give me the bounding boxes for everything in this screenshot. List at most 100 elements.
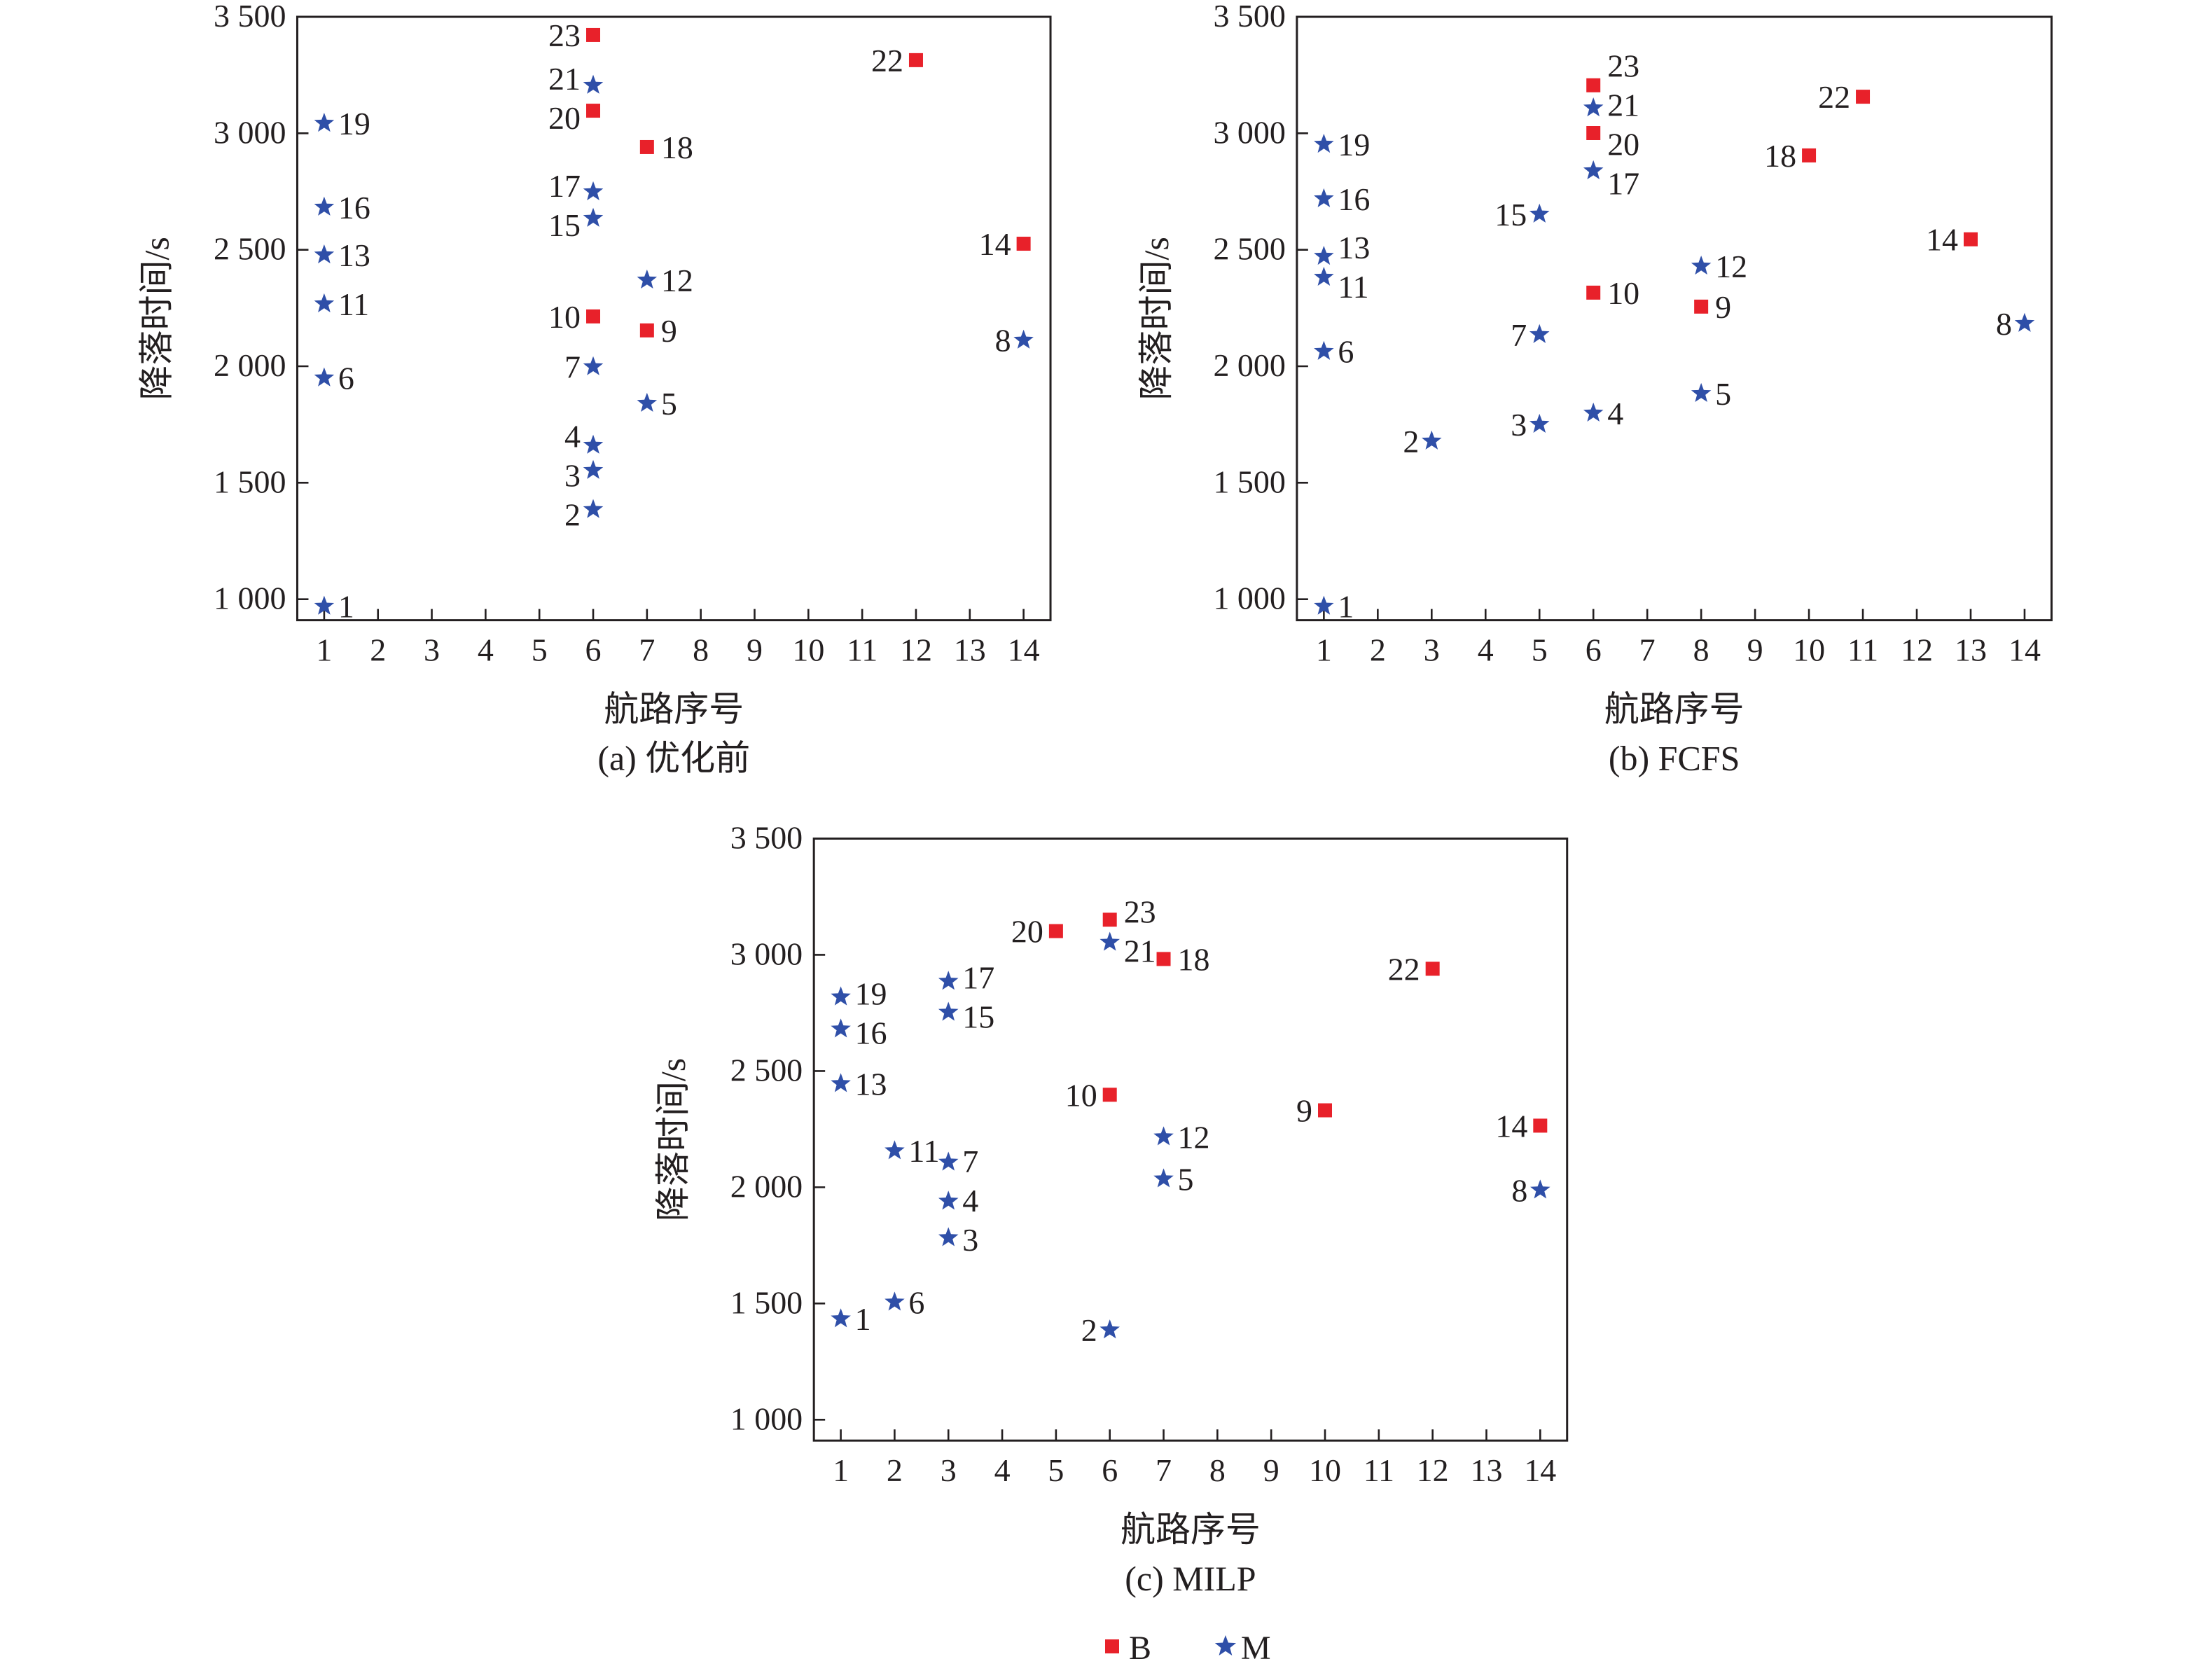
x-tick-label: 13 [1471, 1452, 1503, 1488]
y-tick-label: 1 500 [730, 1284, 803, 1320]
point-M-13 [831, 1073, 851, 1092]
point-M-1 [831, 1308, 851, 1328]
point-label: 14 [1926, 222, 1958, 258]
point-B-22 [1856, 90, 1871, 104]
point-M-5 [637, 392, 658, 412]
x-tick-label: 11 [1364, 1452, 1394, 1488]
y-tick-label: 3 000 [214, 114, 286, 150]
point-B-18 [1802, 148, 1817, 162]
legend-label-B: B [1129, 1630, 1151, 1667]
point-B-14 [1533, 1118, 1548, 1133]
point-B-23 [1586, 78, 1601, 92]
x-tick-label: 6 [1586, 632, 1602, 668]
y-tick-label: 2 500 [214, 231, 286, 267]
point-M-19 [831, 986, 851, 1006]
point-B-14 [1963, 232, 1978, 247]
x-tick-label: 11 [1847, 632, 1878, 668]
x-tick-label: 11 [847, 632, 877, 668]
point-M-8 [1013, 329, 1034, 349]
point-label: 18 [661, 130, 693, 165]
point-label: 3 [564, 457, 581, 493]
point-label: 22 [1388, 951, 1420, 987]
point-label: 4 [962, 1183, 978, 1219]
point-M-19 [1314, 133, 1334, 153]
point-M-19 [314, 113, 335, 132]
point-label: 8 [1996, 306, 2012, 342]
point-label: 17 [1607, 165, 1639, 201]
point-B-20 [586, 104, 601, 118]
y-tick-label: 3 000 [730, 936, 803, 971]
point-M-5 [1691, 382, 1712, 403]
x-tick-label: 8 [1693, 632, 1709, 668]
x-axis-label: 航路序号 [604, 690, 744, 729]
x-tick-label: 4 [1478, 632, 1494, 668]
x-tick-label: 9 [1263, 1452, 1279, 1488]
point-M-1 [1314, 595, 1334, 615]
y-tick-label: 1 500 [1213, 464, 1285, 499]
x-tick-label: 1 [833, 1452, 849, 1488]
point-label: 3 [962, 1222, 978, 1258]
x-tick-label: 3 [424, 632, 440, 668]
point-M-21 [1583, 97, 1604, 117]
chart-caption: (b) FCFS [1609, 739, 1740, 778]
point-label: 10 [1607, 275, 1639, 311]
point-M-21 [1099, 931, 1120, 951]
y-tick-label: 2 500 [1213, 231, 1285, 267]
point-label: 11 [338, 286, 369, 322]
legend-marker-B [1104, 1639, 1119, 1654]
point-label: 21 [1607, 87, 1639, 123]
point-label: 1 [855, 1301, 871, 1337]
point-label: 18 [1764, 138, 1796, 174]
point-label: 19 [338, 106, 370, 141]
point-M-3 [1529, 413, 1550, 433]
x-tick-label: 10 [792, 632, 824, 668]
x-tick-label: 12 [900, 632, 932, 668]
point-label: 20 [1011, 914, 1043, 950]
point-M-2 [583, 499, 604, 518]
point-label: 23 [1607, 48, 1639, 83]
point-label: 6 [908, 1284, 924, 1320]
point-M-12 [637, 269, 658, 289]
point-label: 4 [564, 418, 581, 454]
point-M-16 [314, 196, 335, 216]
point-M-5 [1153, 1168, 1174, 1188]
point-B-23 [1102, 912, 1117, 927]
point-M-13 [1314, 245, 1334, 265]
point-M-15 [1529, 203, 1550, 223]
point-M-16 [831, 1018, 851, 1038]
point-label: 12 [1178, 1119, 1210, 1155]
y-tick-label: 2 000 [214, 347, 286, 383]
x-tick-label: 14 [1008, 632, 1040, 668]
point-label: 7 [962, 1144, 978, 1179]
x-tick-label: 4 [478, 632, 494, 668]
point-B-18 [1156, 952, 1171, 966]
point-B-20 [1586, 126, 1601, 140]
point-label: 13 [855, 1066, 887, 1102]
point-label: 23 [1124, 894, 1156, 929]
y-axis-label: 降落时间/s [137, 237, 176, 400]
point-label: 16 [338, 190, 370, 225]
plot-frame [296, 15, 1052, 622]
point-label: 15 [1494, 197, 1527, 232]
point-M-17 [583, 181, 604, 200]
x-tick-label: 13 [1955, 632, 1987, 668]
point-M-3 [583, 459, 604, 479]
point-B-14 [1016, 237, 1031, 251]
x-tick-label: 2 [370, 632, 386, 668]
x-tick-label: 4 [994, 1452, 1011, 1488]
point-label: 8 [995, 323, 1011, 359]
point-B-9 [1318, 1103, 1333, 1118]
x-tick-label: 6 [585, 632, 602, 668]
point-M-4 [1583, 402, 1604, 422]
point-label: 15 [962, 999, 994, 1034]
point-M-12 [1691, 255, 1712, 275]
point-label: 11 [1338, 269, 1368, 305]
point-label: 12 [1715, 249, 1747, 284]
x-tick-label: 5 [1048, 1452, 1064, 1488]
point-label: 2 [1081, 1312, 1097, 1348]
x-tick-label: 8 [693, 632, 709, 668]
point-M-2 [1099, 1319, 1120, 1339]
point-label: 9 [1296, 1092, 1312, 1128]
